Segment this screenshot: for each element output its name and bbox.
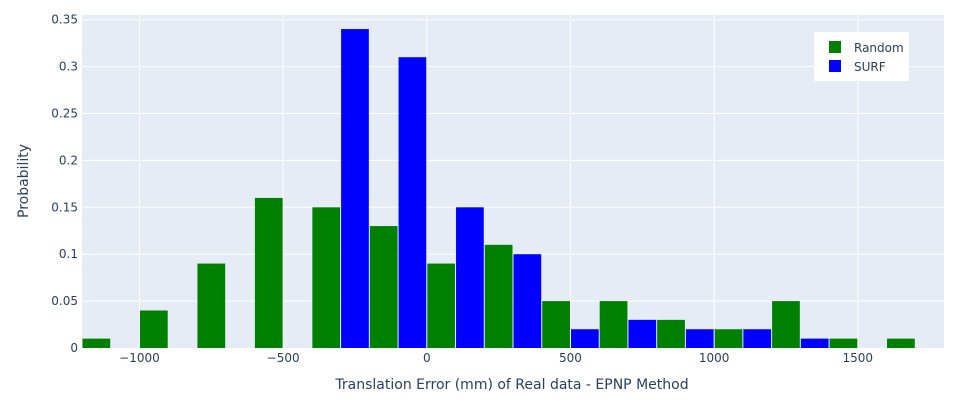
bar-random--100[interactable] bbox=[369, 226, 398, 348]
bar-surf-500[interactable] bbox=[570, 329, 599, 348]
bars-layer bbox=[82, 29, 915, 348]
x-axis-ticks: −1000 −500 0 500 1000 1500 bbox=[119, 351, 873, 365]
bar-surf-1100[interactable] bbox=[743, 329, 772, 348]
bar-random-1700[interactable] bbox=[887, 338, 915, 348]
bar-surf-1300[interactable] bbox=[800, 338, 829, 348]
legend-label-random[interactable]: Random bbox=[854, 41, 904, 55]
x-axis-title: Translation Error (mm) of Real data - EP… bbox=[334, 377, 688, 393]
bar-surf-700[interactable] bbox=[628, 319, 657, 348]
y-tick-label: 0 bbox=[70, 341, 78, 355]
plot-area bbox=[82, 15, 944, 348]
x-tick-label: 1000 bbox=[699, 351, 730, 365]
x-tick-label: 500 bbox=[559, 351, 582, 365]
y-tick-label: 0.1 bbox=[59, 247, 78, 261]
bar-surf-300[interactable] bbox=[513, 254, 542, 348]
bar-random-700[interactable] bbox=[599, 301, 628, 348]
grid-layer bbox=[82, 15, 944, 348]
legend-label-surf[interactable]: SURF bbox=[854, 60, 886, 74]
y-axis-title: Probability bbox=[16, 144, 32, 218]
y-axis-ticks: 0 0.05 0.1 0.15 0.2 0.25 0.3 0.35 bbox=[51, 13, 78, 355]
bar-random-900[interactable] bbox=[657, 319, 685, 348]
legend-swatch-random bbox=[829, 41, 841, 53]
bar-surf-100[interactable] bbox=[456, 207, 484, 348]
bar-random--700[interactable] bbox=[197, 263, 226, 348]
y-tick-label: 0.25 bbox=[51, 106, 78, 120]
y-tick-label: 0.3 bbox=[59, 60, 78, 74]
x-tick-label: 1500 bbox=[843, 351, 874, 365]
bar-random--1100[interactable] bbox=[82, 338, 111, 348]
x-tick-label: −500 bbox=[267, 351, 300, 365]
x-tick-label: −1000 bbox=[119, 351, 160, 365]
legend[interactable]: Random SURF bbox=[814, 32, 909, 81]
legend-swatch-surf bbox=[829, 60, 841, 72]
bar-random-1500[interactable] bbox=[829, 338, 858, 348]
bar-random-500[interactable] bbox=[542, 301, 570, 348]
bar-random-100[interactable] bbox=[427, 263, 456, 348]
bar-random--500[interactable] bbox=[254, 197, 283, 348]
y-tick-label: 0.2 bbox=[59, 153, 78, 167]
bar-random--900[interactable] bbox=[139, 310, 168, 348]
bar-random--300[interactable] bbox=[312, 207, 341, 348]
y-tick-label: 0.05 bbox=[51, 294, 78, 308]
bar-random-300[interactable] bbox=[484, 244, 513, 348]
bar-surf--100[interactable] bbox=[398, 57, 427, 348]
bar-surf--300[interactable] bbox=[341, 29, 369, 348]
bar-random-1300[interactable] bbox=[772, 301, 800, 348]
x-tick-label: 0 bbox=[423, 351, 431, 365]
bar-random-1100[interactable] bbox=[714, 329, 743, 348]
bar-surf-900[interactable] bbox=[685, 329, 714, 348]
y-tick-label: 0.35 bbox=[51, 13, 78, 27]
legend-box bbox=[814, 32, 909, 81]
y-tick-label: 0.15 bbox=[51, 200, 78, 214]
